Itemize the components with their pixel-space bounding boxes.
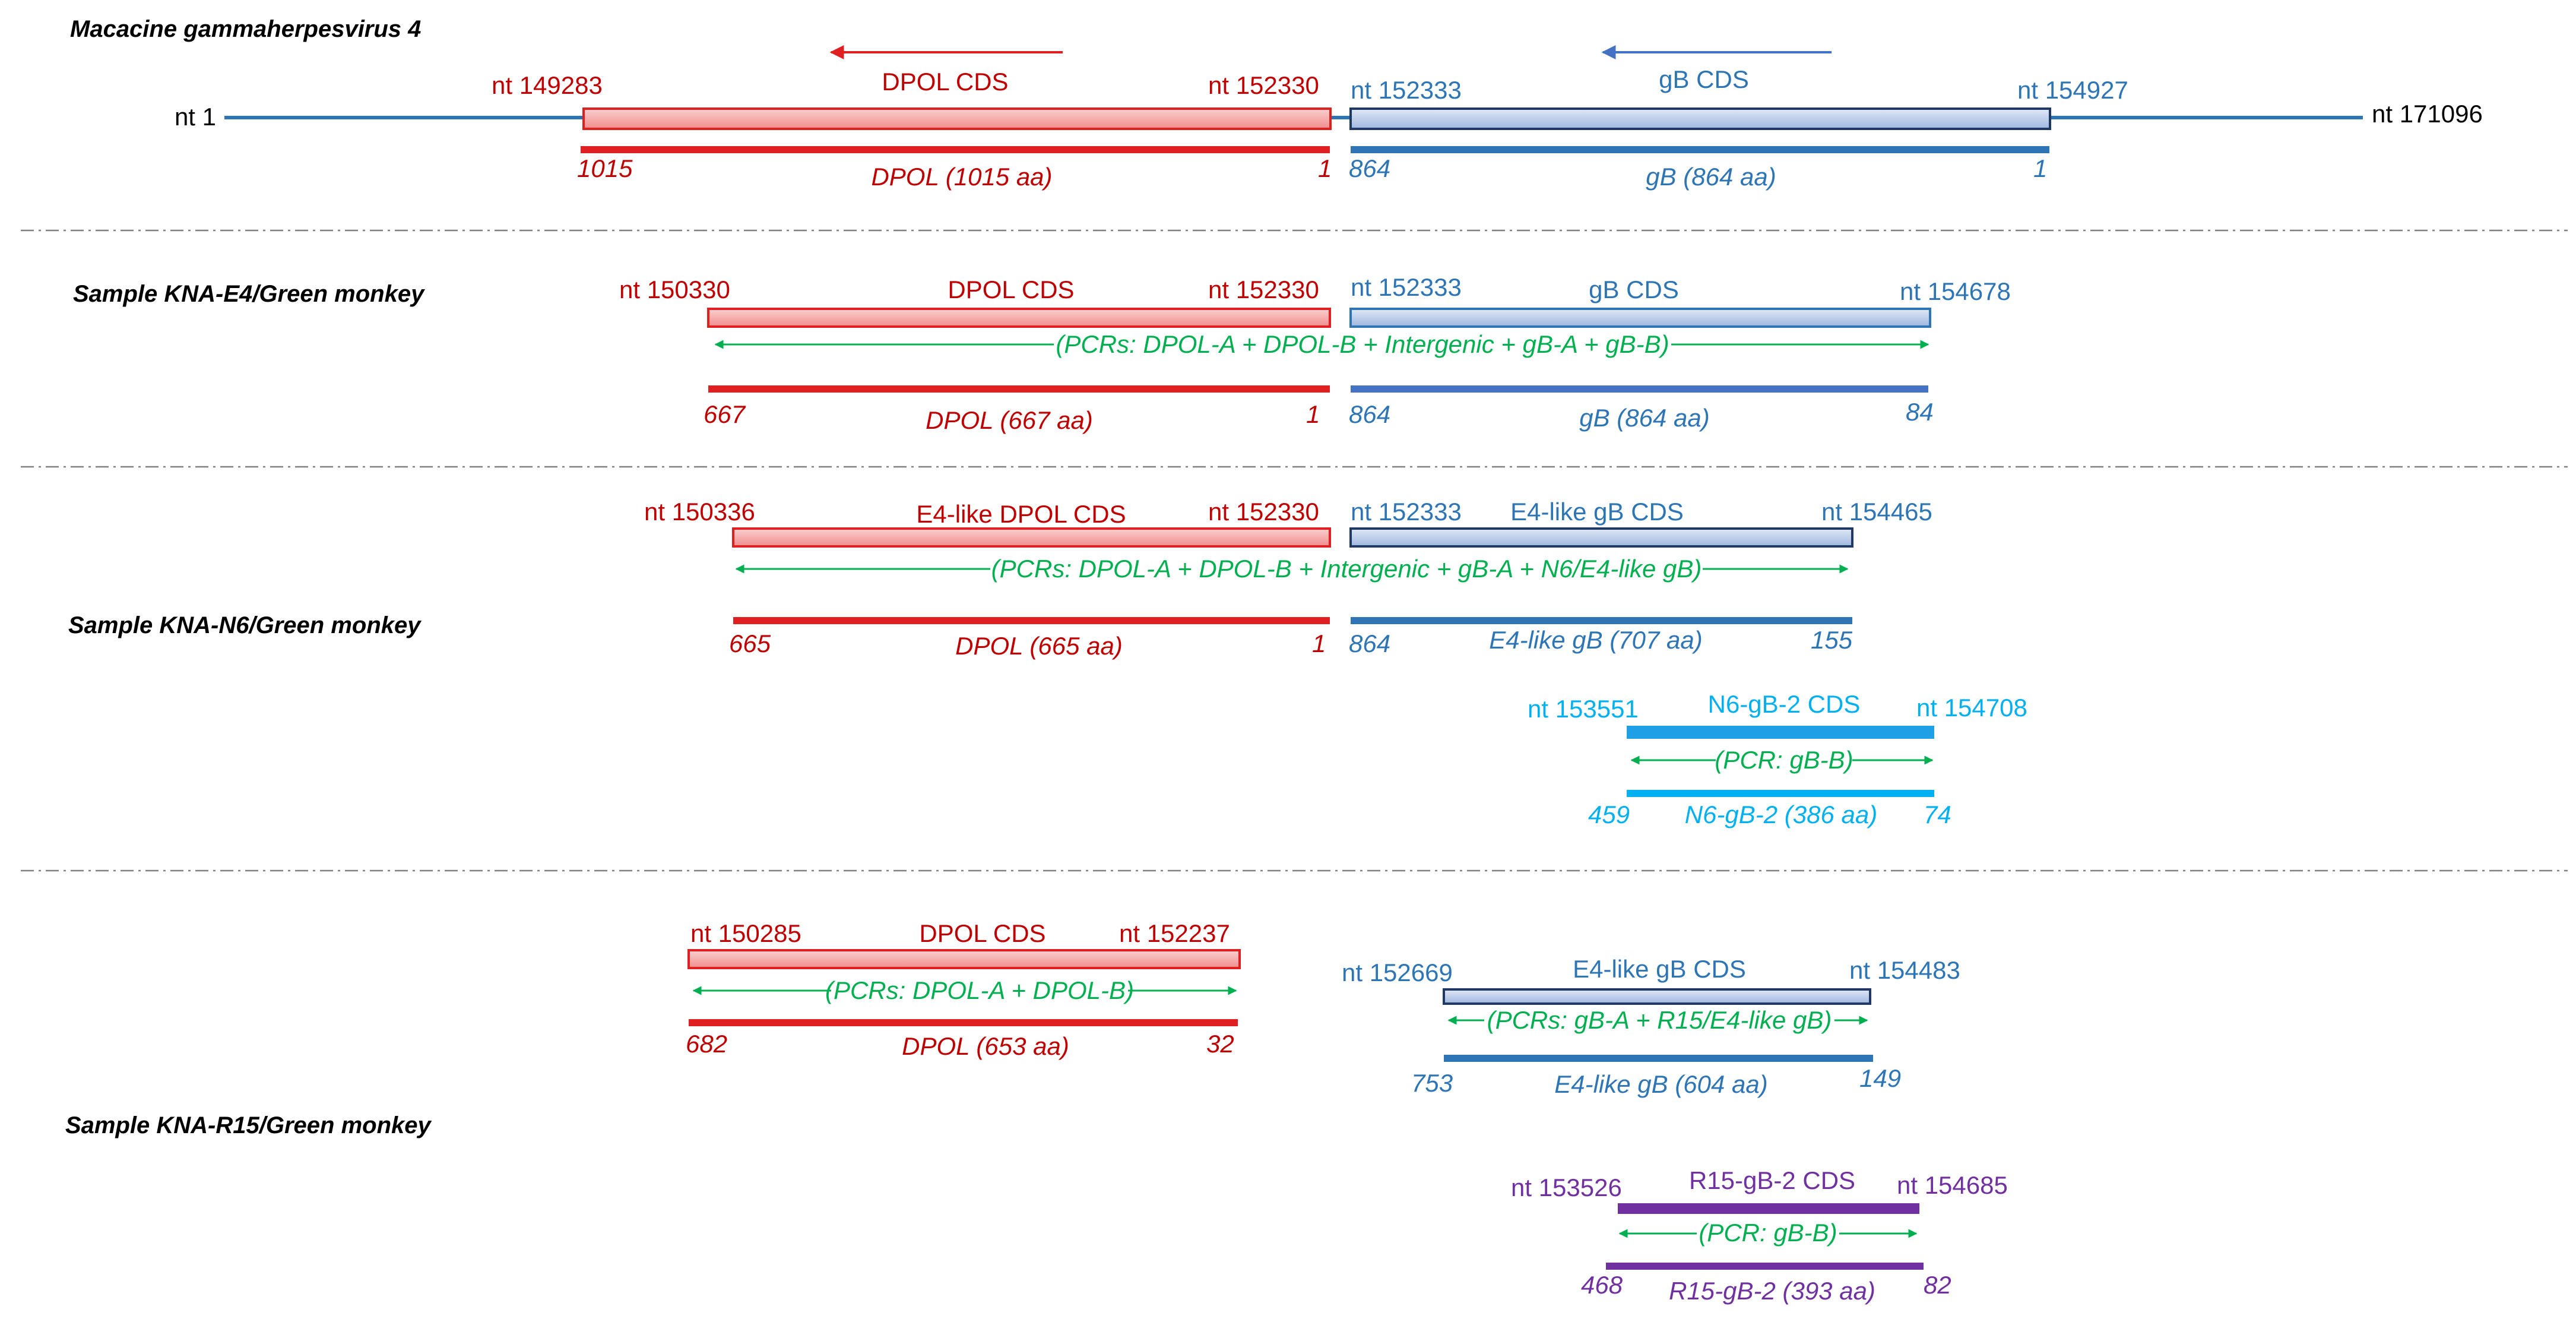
gb2-cds-label: N6-gB-2 CDS: [1708, 690, 1861, 718]
gb-aa-right: 149: [1859, 1064, 1901, 1092]
gb-cds-label: gB CDS: [1659, 65, 1749, 93]
gb-start-label: nt 152333: [1351, 273, 1462, 301]
gb2-pcr-label: (PCR: gB-B): [1699, 1219, 1837, 1247]
section-title: Macacine gammaherpesvirus 4: [70, 16, 421, 42]
gb-end-label: nt 154678: [1900, 277, 2011, 305]
gb2-start-label: nt 153526: [1511, 1174, 1622, 1201]
pcr-label: (PCRs: DPOL-A + DPOL-B + Intergenic + gB…: [1056, 330, 1669, 358]
pcr-label: (PCRs: DPOL-A + DPOL-B + Intergenic + gB…: [991, 555, 1702, 583]
dpol-cds-box: [687, 949, 1241, 969]
dpol-aa-right: 1: [1306, 400, 1320, 428]
genome-start-label: nt 1: [175, 103, 216, 131]
dpol-aa-right: 1: [1318, 154, 1332, 182]
dpol-aa-left: 1015: [577, 154, 633, 182]
gb-pcr-label-bg: [1484, 1006, 1834, 1032]
gb2-end-label: nt 154685: [1897, 1171, 2008, 1199]
section-reference: Macacine gammaherpesvirus 4 nt 1 nt 1710…: [70, 16, 2483, 191]
section-e4: Sample KNA-E4/Green monkey DPOL CDS nt 1…: [73, 273, 2011, 434]
dpol-cds-box: [707, 308, 1331, 328]
gb2-cds-label: R15-gB-2 CDS: [1689, 1166, 1855, 1194]
gb-aa-left: 864: [1349, 630, 1390, 657]
gb-aa-left: 864: [1349, 400, 1390, 428]
dpol-start-label: nt 150336: [644, 498, 755, 526]
dpol-aa-left: 682: [686, 1030, 727, 1058]
gb-protein-label: E4-like gB (604 aa): [1554, 1070, 1768, 1098]
dpol-start-label: nt 149283: [492, 71, 603, 99]
dpol-cds-label: DPOL CDS: [882, 68, 1008, 96]
dpol-aa-left: 667: [704, 400, 746, 428]
pcr-label-bg: [990, 555, 1703, 581]
dpol-protein-label: DPOL (653 aa): [902, 1032, 1069, 1060]
gb-start-label: nt 152669: [1342, 959, 1453, 986]
gb-protein-label: E4-like gB (707 aa): [1489, 626, 1703, 654]
gb2-end-label: nt 154708: [1916, 694, 2027, 722]
pcr-label-bg: [1054, 330, 1671, 356]
dpol-end-label: nt 152330: [1208, 71, 1319, 99]
dpol-end-label: nt 152330: [1208, 498, 1319, 526]
gb-end-label: nt 154927: [2017, 76, 2128, 104]
section-n6: Sample KNA-N6/Green monkey E4-like DPOL …: [68, 498, 2027, 828]
dpol-cds-label: DPOL CDS: [948, 276, 1074, 303]
gb-start-label: nt 152333: [1351, 498, 1462, 526]
gb-start-label: nt 152333: [1351, 76, 1462, 104]
dpol-end-label: nt 152330: [1208, 276, 1319, 303]
gb2-cds-box: [1618, 1203, 1919, 1214]
gb-aa-right: 1: [2033, 154, 2047, 182]
gb2-protein-label: R15-gB-2 (393 aa): [1669, 1277, 1875, 1305]
gb2-protein-label: N6-gB-2 (386 aa): [1685, 801, 1878, 828]
dpol-aa-left: 665: [729, 630, 771, 657]
gb-protein-label: gB (864 aa): [1646, 163, 1776, 191]
dpol-protein-label: DPOL (1015 aa): [871, 163, 1052, 191]
dpol-protein-label: DPOL (665 aa): [955, 632, 1123, 660]
gb2-pcr-label-bg: [1697, 1219, 1839, 1245]
dpol-aa-right: 32: [1206, 1030, 1234, 1058]
section-r15: Sample KNA-R15/Green monkey DPOL CDS nt …: [65, 919, 2008, 1305]
dpol-cds-box: [582, 107, 1332, 130]
dpol-start-label: nt 150285: [690, 919, 801, 947]
genome-end-label: nt 171096: [2372, 100, 2483, 128]
dpol-pcr-label: (PCRs: DPOL-A + DPOL-B): [825, 976, 1134, 1004]
gb-cds-label: gB CDS: [1589, 276, 1679, 303]
gb-cds-label: E4-like gB CDS: [1573, 955, 1746, 983]
gb-aa-right: 84: [1906, 398, 1934, 426]
gb-cds-box: [1349, 308, 1931, 328]
gb2-aa-right: 74: [1924, 801, 1951, 828]
dpol-start-label: nt 150330: [619, 276, 730, 303]
dpol-protein-label: DPOL (667 aa): [926, 406, 1093, 434]
gb2-pcr-label-bg: [1716, 746, 1852, 772]
dpol-cds-label: DPOL CDS: [919, 919, 1045, 947]
section-title: Sample KNA-E4/Green monkey: [73, 281, 425, 307]
dpol-cds-label: E4-like DPOL CDS: [916, 500, 1126, 528]
gb2-start-label: nt 153551: [1528, 695, 1639, 723]
section-title: Sample KNA-N6/Green monkey: [68, 612, 422, 638]
gb2-aa-right: 82: [1924, 1271, 1951, 1299]
dpol-aa-right: 1: [1312, 630, 1326, 657]
gb2-pcr-label: (PCR: gB-B): [1715, 746, 1853, 774]
gb-cds-label: E4-like gB CDS: [1510, 498, 1684, 526]
gb2-cds-box: [1627, 726, 1934, 739]
gb-cds-box: [1349, 107, 2051, 130]
gb2-aa-left: 468: [1581, 1271, 1623, 1299]
gb-protein-label: gB (864 aa): [1579, 404, 1709, 432]
gb-aa-left: 753: [1411, 1069, 1453, 1097]
gb-aa-left: 864: [1349, 154, 1390, 182]
dpol-cds-box: [732, 527, 1331, 548]
gb-cds-box: [1349, 527, 1853, 548]
dpol-end-label: nt 152237: [1119, 919, 1230, 947]
gb-end-label: nt 154465: [1821, 498, 1932, 526]
section-title: Sample KNA-R15/Green monkey: [65, 1112, 432, 1138]
gb-end-label: nt 154483: [1849, 956, 1960, 984]
gb-aa-right: 155: [1811, 626, 1853, 654]
gb-cds-box: [1443, 988, 1871, 1005]
gb2-aa-left: 459: [1588, 801, 1630, 828]
gb-pcr-label: (PCRs: gB-A + R15/E4-like gB): [1487, 1006, 1832, 1034]
dpol-pcr-label-bg: [831, 976, 1128, 1002]
